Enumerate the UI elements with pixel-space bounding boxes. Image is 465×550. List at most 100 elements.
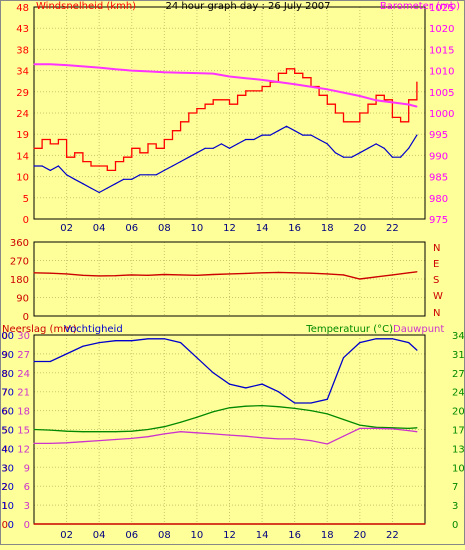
barometer-tick-10: 1025 [429, 3, 454, 14]
wind-direction-line-point-19 [342, 274, 345, 276]
temperature-line-point-10 [196, 416, 198, 418]
wind-direction-line-point-5 [114, 275, 117, 277]
barometer-line-point-23 [408, 103, 410, 106]
barometer-line-point-12 [228, 75, 231, 78]
direction-tick-3: 270 [10, 257, 29, 268]
x-tick-bottom-9: 20 [353, 530, 366, 541]
rain-tick-9: 9 [2, 350, 8, 361]
wind-speed-line-point-11 [123, 156, 125, 158]
barometer-line-point-17 [310, 86, 312, 88]
wind-gust-line-point-41 [367, 147, 369, 149]
wind-gust-line-point-9 [106, 187, 108, 189]
wind-direction-line-point-12 [228, 273, 231, 275]
wind-gust-line-point-12 [131, 178, 133, 180]
wind-gust-line-point-5 [74, 178, 76, 180]
humidity-line-point-3 [82, 345, 84, 347]
wind-speed-tick-3: 14 [16, 151, 29, 162]
wind-speed-line-point-41 [367, 103, 369, 105]
temperature-tick-6: 20 [452, 407, 465, 418]
barometer-tick-7: 1010 [429, 67, 454, 78]
temperature-line-point-13 [245, 405, 247, 407]
wind-gust-line-point-39 [351, 156, 353, 158]
x-tick-top-8: 18 [321, 223, 334, 234]
barometer-line-point-21 [375, 99, 377, 101]
x-tick-bottom-8: 18 [321, 530, 334, 541]
rain-tick-7: 7 [2, 388, 8, 399]
humidity-line-point-9 [180, 342, 182, 344]
wind-gust-line-point-7 [90, 187, 92, 189]
barometer-line-point-1 [49, 63, 51, 65]
wind-speed-tick-10: 48 [16, 3, 29, 14]
wind-speed-tick-2: 10 [16, 173, 29, 184]
wind-gust-line-point-3 [57, 165, 60, 167]
wind-direction-line-point-7 [147, 274, 149, 276]
wind-gust-line-point-16 [163, 169, 165, 171]
humidity-line-point-20 [359, 342, 361, 344]
barometer-line-point-15 [277, 81, 279, 83]
humidity-line-point-23 [408, 342, 410, 344]
temperature-tick-2: 7 [452, 482, 458, 493]
compass-label-2: S [433, 275, 439, 286]
humidity-tick-5: 50 [1, 426, 14, 437]
dewpoint-line-point-5 [114, 438, 117, 441]
dewpoint-line-point-21 [375, 427, 377, 429]
x-tick-top-2: 06 [125, 223, 138, 234]
wind-direction-line-point-1 [49, 272, 51, 274]
temperature-tick-8: 27 [452, 369, 465, 380]
dewpoint-tick-left-2: 6 [24, 482, 30, 493]
humidity-line-point-5 [114, 340, 117, 342]
temperature-line-point-2 [66, 430, 68, 432]
dewpoint-line-point-12 [228, 434, 231, 436]
dewpoint-line-point-13 [245, 435, 247, 437]
x-tick-top-5: 12 [223, 223, 236, 234]
wind-speed-line-point-43 [383, 99, 385, 101]
wind-speed-line-point-35 [318, 94, 320, 96]
humidity-line-point-16 [294, 402, 296, 404]
wind-gust-line-point-17 [171, 165, 174, 167]
wind-gust-line-point-15 [155, 174, 157, 176]
wind-speed-line-point-28 [261, 85, 263, 88]
chart-title: 24 hour graph day : 26 July 2007 [165, 1, 330, 12]
dewpoint-axis-label: Dauwpunt [393, 324, 444, 335]
wind-gust-line-point-24 [228, 147, 231, 149]
wind-speed-line-point-0 [33, 147, 35, 149]
x-tick-bottom-7: 16 [288, 530, 301, 541]
x-tick-bottom-0: 02 [60, 530, 73, 541]
wind-speed-line-point-47 [416, 81, 418, 83]
humidity-line-point-4 [98, 342, 100, 344]
x-tick-top-7: 16 [288, 223, 301, 234]
wind-gust-line-point-2 [49, 169, 51, 171]
x-tick-top-10: 22 [386, 223, 399, 234]
rain-line-point-0 [33, 523, 35, 525]
wind-gust-line-point-44 [391, 156, 393, 158]
wind-gust-line-point-6 [82, 183, 84, 185]
humidity-tick-3: 30 [1, 463, 14, 474]
wind-gust-line-point-40 [359, 152, 361, 154]
wind-gust-line-point-0 [33, 165, 35, 167]
wind-gust-line-point-32 [294, 130, 296, 132]
barometer-line-point-8 [163, 71, 165, 73]
wind-speed-line-point-6 [82, 161, 84, 163]
humidity-tick-10: 100 [0, 331, 14, 342]
humidity-tick-4: 40 [1, 444, 14, 455]
temperature-humidity-panel: 0123456789100102030405060708090100036912… [0, 324, 465, 541]
humidity-line-point-11 [212, 372, 214, 374]
wind-speed-line-point-16 [163, 138, 165, 141]
temperature-line-point-17 [310, 410, 312, 412]
barometer-line-point-20 [359, 95, 361, 97]
temperature-tick-9: 31 [452, 350, 465, 361]
wind-direction-line-point-21 [375, 276, 377, 278]
rain-tick-10: 10 [0, 331, 8, 342]
wind-gust-line-point-37 [334, 152, 336, 154]
temperature-line-point-24 [416, 427, 418, 429]
dewpoint-line-point-16 [294, 438, 296, 440]
wind-speed-line-point-18 [180, 121, 182, 123]
dewpoint-tick-left-9: 27 [17, 350, 30, 361]
wind-direction-line-point-10 [196, 274, 198, 276]
x-tick-bottom-4: 10 [191, 530, 204, 541]
dewpoint-line-point-23 [408, 430, 410, 432]
humidity-line-point-13 [245, 387, 247, 389]
wind-speed-axis-label: Windsnelheid (kmh) [36, 1, 136, 12]
wind-direction-line-point-3 [82, 274, 84, 276]
humidity-tick-8: 80 [1, 369, 14, 380]
